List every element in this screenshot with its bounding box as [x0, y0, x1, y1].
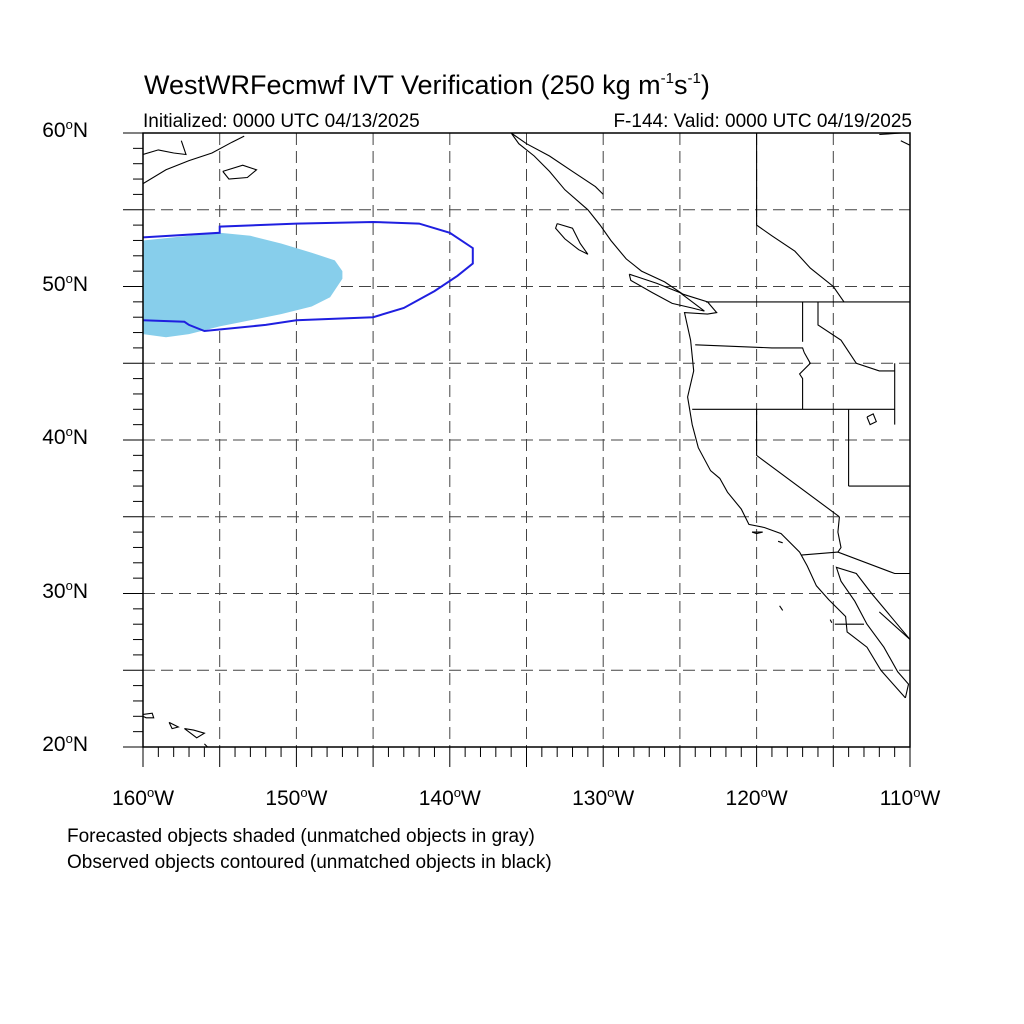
coastline — [143, 712, 155, 719]
lat-label: 40oN — [42, 424, 88, 449]
lon-label: 120oW — [725, 785, 788, 810]
lon-label: 140oW — [418, 785, 481, 810]
coastline — [143, 135, 245, 185]
coastline — [829, 619, 833, 623]
political-border — [510, 133, 604, 195]
political-border — [798, 352, 811, 410]
coastline — [628, 273, 705, 312]
lon-label: 130oW — [572, 785, 635, 810]
observed-object-contour — [143, 220, 474, 333]
coastlines-and-borders — [143, 133, 910, 747]
coastline — [143, 140, 187, 156]
forecast-object-shading — [143, 232, 343, 338]
coastline — [900, 140, 910, 146]
coastline — [751, 531, 763, 535]
coastline — [779, 605, 784, 611]
chart-title: WestWRFecmwf IVT Verification (250 kg m-… — [144, 70, 710, 100]
political-border — [817, 301, 895, 372]
coastline — [184, 728, 206, 739]
coastline — [510, 133, 906, 699]
coastline — [168, 721, 180, 730]
map-frame — [142, 132, 911, 748]
valid-time: F-144: Valid: 0000 UTC 04/19/2025 — [613, 111, 912, 132]
lat-label: 30oN — [42, 577, 88, 603]
coastline — [866, 413, 878, 426]
legend-note-forecast: Forecasted objects shaded (unmatched obj… — [67, 826, 535, 847]
political-border — [695, 344, 805, 353]
coastline — [222, 164, 258, 180]
political-border — [801, 551, 910, 575]
coastline — [835, 566, 910, 699]
political-border — [878, 611, 910, 640]
political-border — [837, 516, 842, 553]
coastline — [554, 223, 589, 255]
political-border — [756, 133, 845, 303]
lon-label: 160oW — [111, 785, 175, 810]
lat-label: 60oN — [42, 117, 88, 142]
legend-note-observed: Observed objects contoured (unmatched ob… — [67, 852, 552, 873]
coastline — [777, 540, 783, 544]
lon-label: 110oW — [879, 785, 941, 810]
initialized-time: Initialized: 0000 UTC 04/13/2025 — [143, 111, 420, 132]
coastline — [204, 743, 209, 747]
lat-label: 20oN — [42, 731, 88, 756]
lon-label: 150oW — [265, 785, 328, 810]
lat-label: 50oN — [42, 270, 88, 296]
political-border — [756, 409, 840, 518]
axis-ticks — [123, 132, 911, 767]
